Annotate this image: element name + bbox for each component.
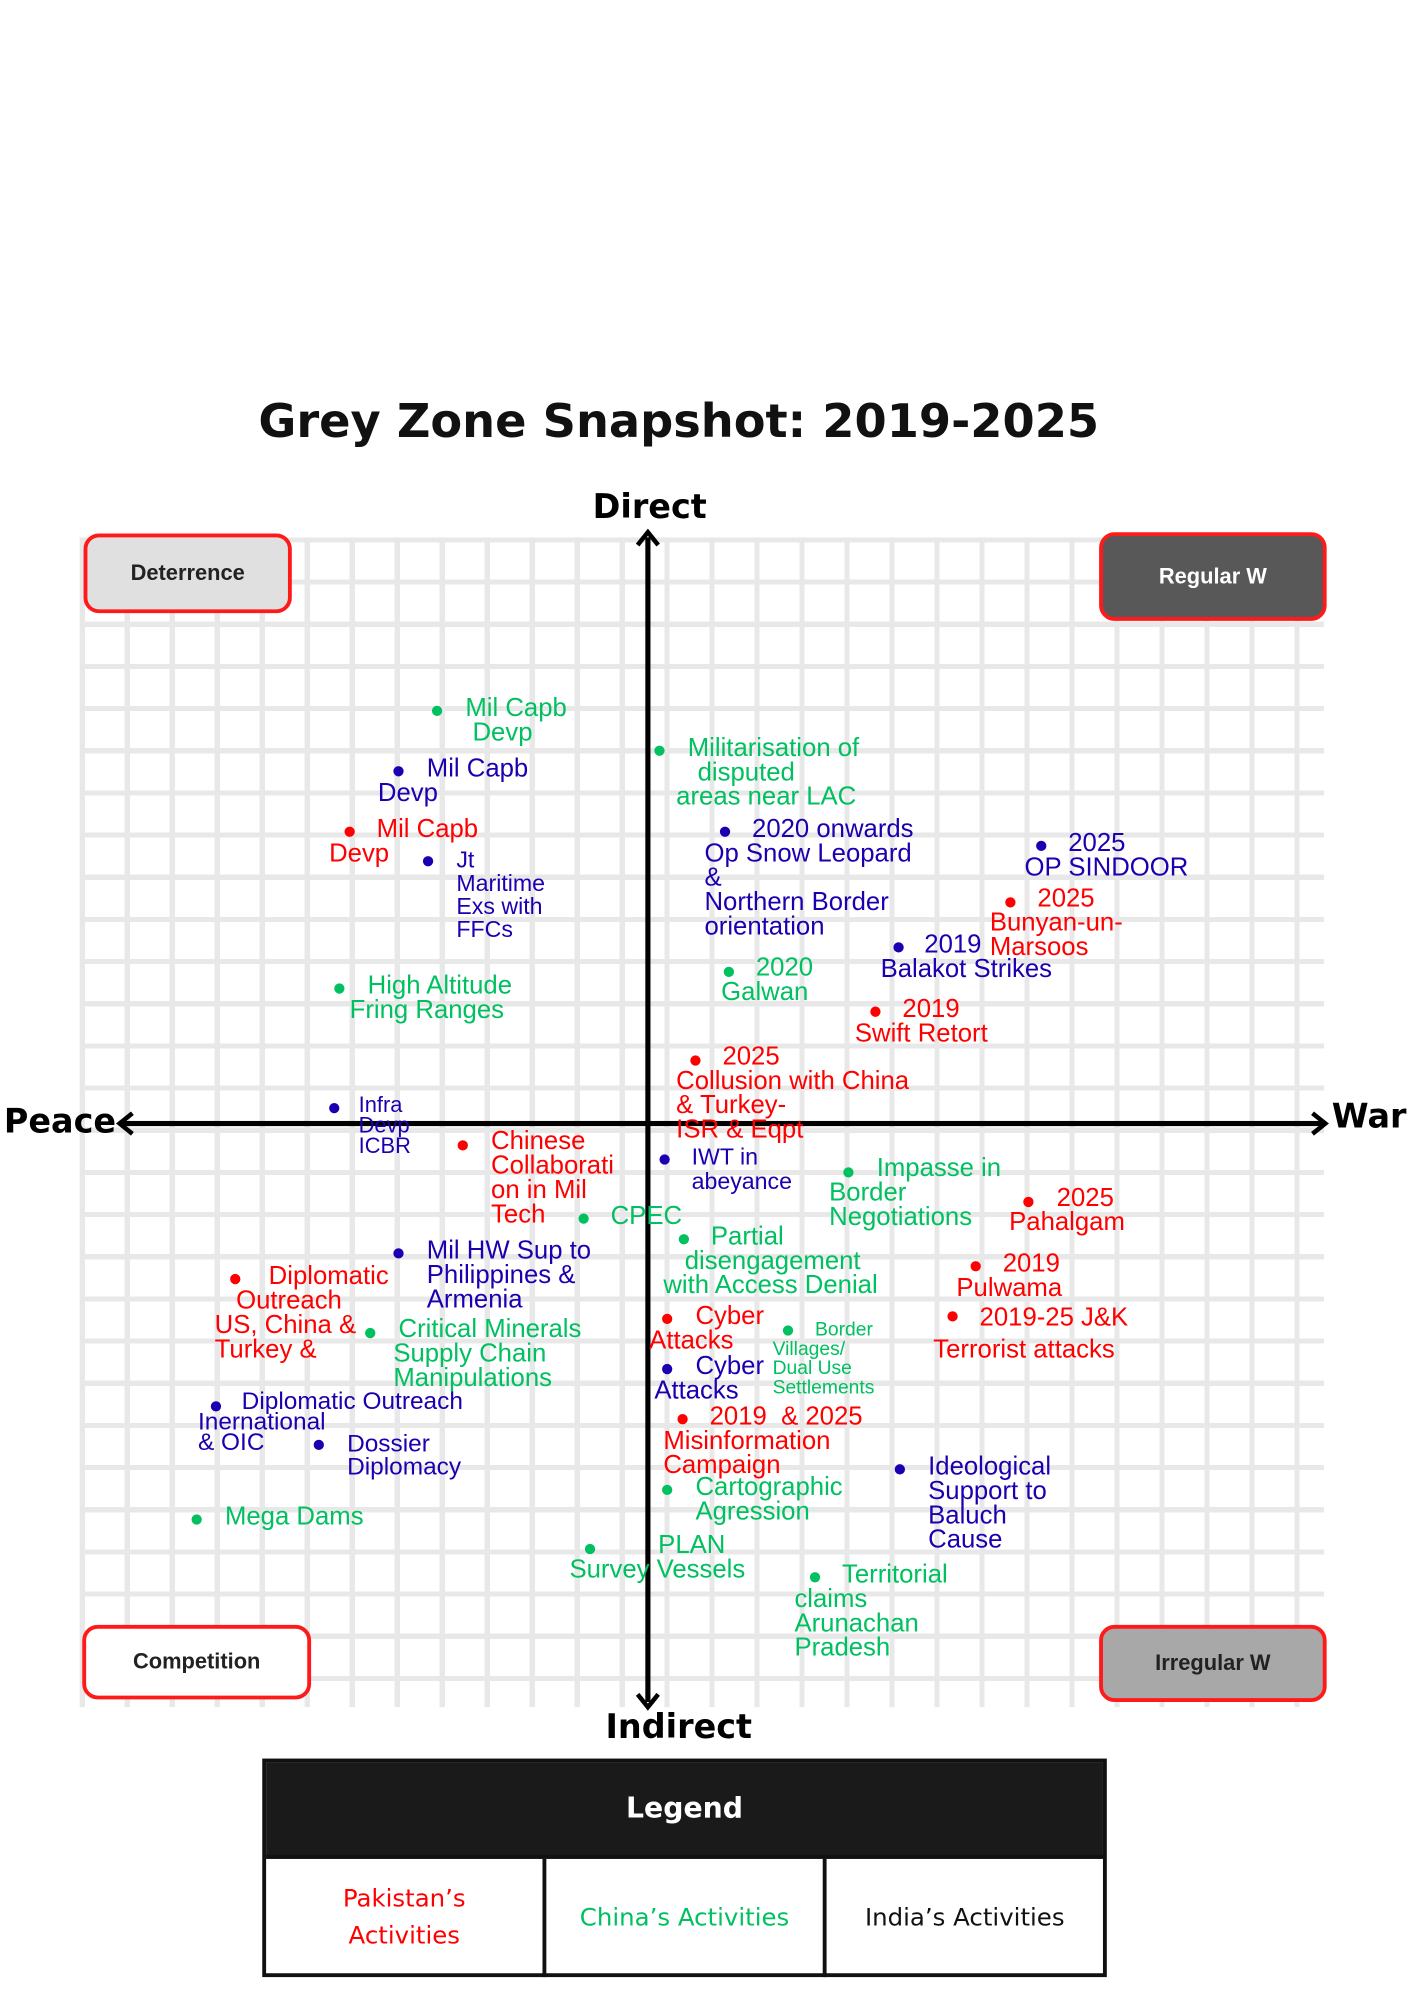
activity-label-china: Cartographic Agression xyxy=(695,1473,843,1526)
activity-marker-india xyxy=(329,1102,340,1114)
activity-label-pakistan: Mil Capb Devp xyxy=(329,815,479,868)
diagram-title: Grey Zone Snapshot: 2019-2025 xyxy=(258,395,1100,449)
activity-label-pakistan: 2025 Pahalgam xyxy=(1009,1183,1125,1237)
legend-title: Legend xyxy=(266,1762,1103,1859)
activity-label-india: Infra Devp ICBR xyxy=(358,1092,411,1159)
activity-label-pakistan: 2019 & 2025 Misinformation Campaign xyxy=(663,1402,863,1480)
activity-label-pakistan: 2025 Collusion with China & Turkey- ISR … xyxy=(676,1042,910,1145)
activity-marker-pakistan xyxy=(1023,1196,1034,1208)
axis-label-indirect: Indirect xyxy=(605,1708,753,1747)
activity-marker-india xyxy=(893,942,904,953)
activity-label-china: Territorial claims Arunachan Pradesh xyxy=(794,1560,948,1663)
activity-label-china: High Altitude Fring Ranges xyxy=(349,971,513,1025)
activity-label-china: CPEC xyxy=(610,1201,683,1231)
activity-label-india: Mil HW Sup to Philippines & Armenia xyxy=(426,1236,592,1314)
arrow-left-icon xyxy=(115,1111,134,1136)
activity-marker-india xyxy=(719,826,731,837)
activity-marker-china xyxy=(654,745,665,756)
activity-marker-china xyxy=(843,1167,854,1178)
activity-marker-china xyxy=(662,1484,673,1496)
activity-marker-china xyxy=(782,1325,794,1336)
activity-marker-india xyxy=(393,766,404,777)
activity-marker-china xyxy=(584,1543,596,1555)
activity-label-pakistan: Chinese Collaborati on in Mil Tech xyxy=(491,1127,614,1229)
axis-label-war: War xyxy=(1331,1097,1407,1137)
activity-marker-pakistan xyxy=(230,1273,241,1285)
activity-marker-pakistan xyxy=(970,1261,981,1272)
activity-marker-pakistan xyxy=(870,1006,881,1017)
arrow-down-icon xyxy=(635,1692,660,1711)
activity-label-pakistan: 2019 Pulwama xyxy=(956,1249,1063,1303)
activity-label-india: Jt Maritime Exs with FFCs xyxy=(456,847,546,943)
quadrant-competition: Competition xyxy=(82,1624,312,1700)
activity-label-india: IWT in abeyance xyxy=(691,1144,792,1195)
activity-marker-china xyxy=(809,1572,821,1583)
activity-label-india: 2019 Balakot Strikes xyxy=(880,930,1053,984)
legend-pakistan: Pakistan’s Activities xyxy=(266,1858,547,1978)
activity-label-india: 2025 OP SINDOOR xyxy=(1024,829,1189,882)
activity-label-pakistan: Cyber Attacks xyxy=(649,1302,765,1355)
activity-marker-pakistan xyxy=(677,1414,688,1425)
vertical-axis xyxy=(645,537,650,1703)
activity-marker-china xyxy=(578,1213,589,1224)
activity-marker-china xyxy=(191,1514,202,1525)
activity-marker-pakistan xyxy=(457,1140,468,1151)
activity-marker-india xyxy=(894,1464,905,1475)
activity-label-china: Mil Capb Devp xyxy=(465,694,567,747)
activity-marker-pakistan xyxy=(662,1313,673,1325)
activity-marker-pakistan xyxy=(690,1055,701,1066)
axis-label-peace: Peace xyxy=(3,1102,117,1142)
activity-label-india: 2020 onwards Op Snow Leopard & Northern … xyxy=(704,815,914,941)
quadrant-deterrence: Deterrence xyxy=(83,533,292,614)
legend-india: India’s Activities xyxy=(864,1903,1065,1932)
activity-marker-china xyxy=(365,1327,376,1339)
activity-marker-india xyxy=(210,1401,222,1412)
activity-marker-india xyxy=(1036,840,1047,852)
activity-label-pakistan: 2025 Bunyan-un- Marsoos xyxy=(989,884,1123,962)
quadrant-irregular-warfare: Irregular W xyxy=(1099,1624,1327,1703)
activity-label-pakistan: Diplomatic Outreach US, China & Turkey & xyxy=(214,1262,389,1364)
activity-label-india: Dossier Diplomacy xyxy=(347,1430,462,1481)
activity-marker-china xyxy=(723,966,735,977)
activity-label-china: PLAN Survey Vessels xyxy=(569,1531,746,1584)
activity-marker-pakistan xyxy=(1005,897,1016,908)
activity-marker-india xyxy=(313,1439,324,1451)
activity-label-india: Cyber Attacks xyxy=(654,1352,765,1406)
arrow-right-icon xyxy=(1311,1111,1329,1136)
activity-label-pakistan: 2019 Swift Retort xyxy=(854,994,988,1048)
horizontal-axis xyxy=(122,1120,1323,1126)
activity-label-india: Ideological Support to Baluch Cause xyxy=(928,1452,1052,1555)
activity-marker-india xyxy=(662,1363,673,1375)
activity-label-pakistan: 2019-25 J&K Terrorist attacks xyxy=(933,1303,1129,1364)
activity-label-india: Diplomatic Outreach Inernational & OIC xyxy=(197,1388,463,1457)
activity-marker-pakistan xyxy=(947,1311,958,1322)
activity-label-china: Mega Dams xyxy=(224,1502,364,1532)
legend-china: China’s Activities xyxy=(546,1858,827,1978)
activity-marker-china xyxy=(431,705,443,717)
axis-label-direct: Direct xyxy=(592,488,707,528)
activity-label-china: Border Villages/ Dual Use Settlements xyxy=(772,1318,875,1399)
activity-label-china: Partial disengagement with Access Denial xyxy=(663,1222,878,1300)
legend: Legend Pakistan’s Activities China’s Act… xyxy=(262,1758,1107,1978)
activity-marker-india xyxy=(422,856,434,867)
activity-marker-china xyxy=(334,983,345,994)
activity-marker-pakistan xyxy=(344,826,355,837)
activity-label-india: Mil Capb Devp xyxy=(377,754,529,808)
quadrant-regular-warfare: Regular W xyxy=(1099,532,1327,621)
activity-label-china: 2020 Galwan xyxy=(721,953,814,1007)
activity-marker-india xyxy=(659,1154,670,1165)
activity-marker-india xyxy=(393,1248,404,1259)
activity-label-china: Critical Minerals Supply Chain Manipulat… xyxy=(393,1315,582,1393)
arrow-up-icon xyxy=(635,528,660,547)
activity-label-china: Militarisation of disputed areas near LA… xyxy=(676,734,860,812)
activity-marker-china xyxy=(678,1234,690,1245)
activity-label-china: Impasse in Border Negotiations xyxy=(829,1154,1002,1232)
